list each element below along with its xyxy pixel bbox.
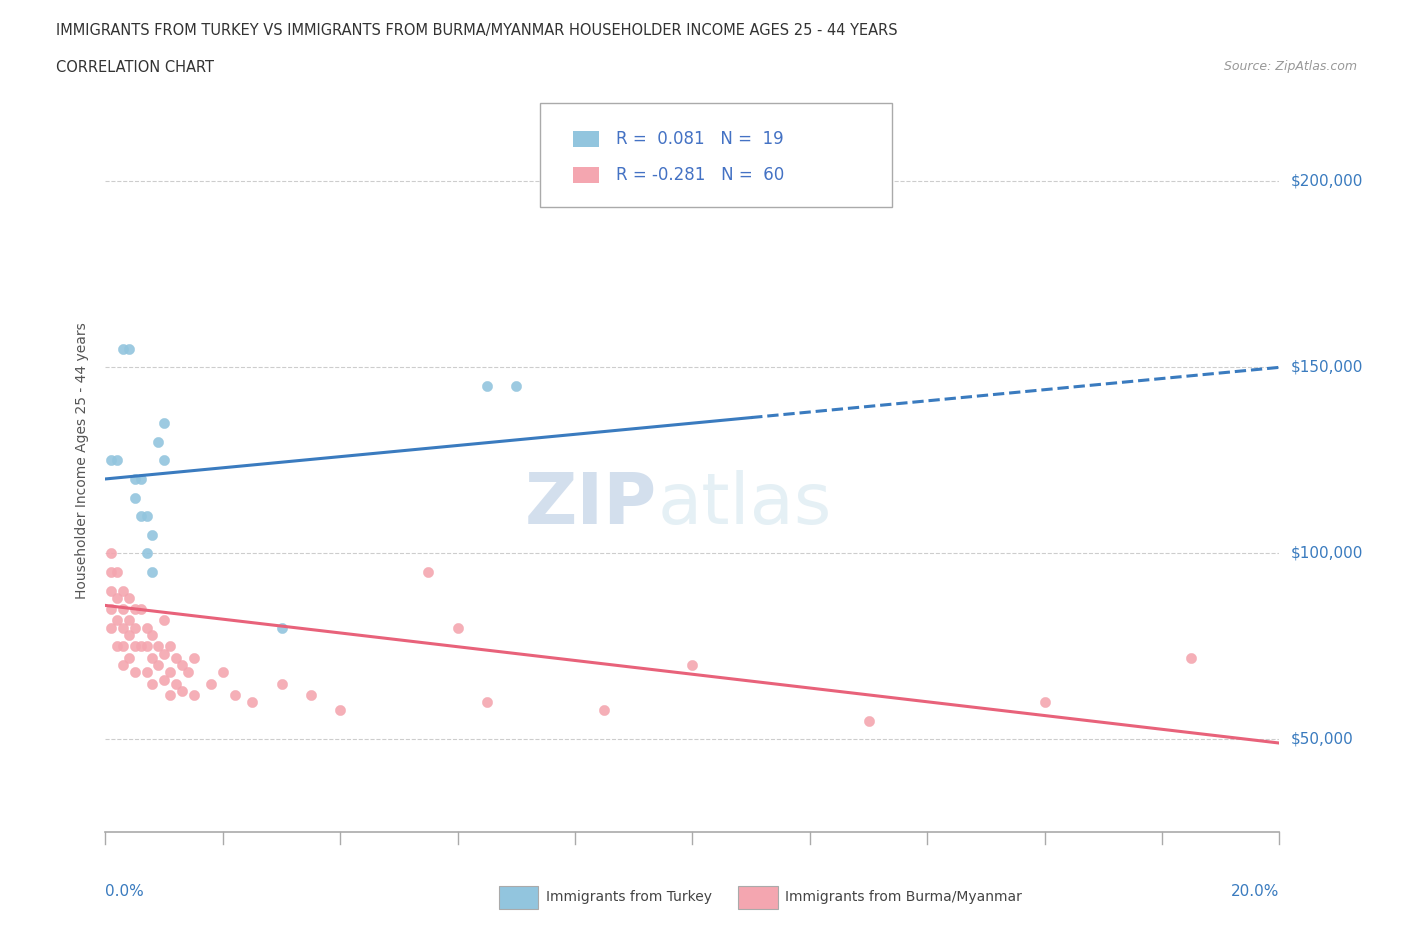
Point [105,453,128,468]
Point [100,565,122,579]
Point [153,453,176,468]
Point [475,379,498,393]
Point [153,646,176,661]
Point [224,687,246,702]
Point [112,658,135,672]
Point [1033,695,1056,710]
Text: R = -0.281   N =  60: R = -0.281 N = 60 [616,166,785,184]
Y-axis label: Householder Income Ages 25 - 44 years: Householder Income Ages 25 - 44 years [76,322,90,599]
Point [153,416,176,431]
Point [118,613,141,628]
Point [170,684,193,698]
Point [112,583,135,598]
Text: Immigrants from Burma/Myanmar: Immigrants from Burma/Myanmar [785,890,1021,905]
Point [159,687,181,702]
Point [141,527,163,542]
Text: ZIP: ZIP [524,471,657,539]
Point [129,509,152,524]
Text: Source: ZipAtlas.com: Source: ZipAtlas.com [1223,60,1357,73]
Point [118,650,141,665]
Text: atlas: atlas [657,471,831,539]
Point [124,472,146,486]
Text: $150,000: $150,000 [1291,360,1364,375]
Point [129,472,152,486]
Point [105,565,128,579]
Point [153,672,176,687]
Point [124,602,146,617]
Point [240,695,263,710]
Point [112,639,135,654]
Point [141,628,163,643]
Point [200,676,222,691]
Point [112,341,135,356]
Point [165,650,187,665]
Point [270,620,292,635]
Text: 20.0%: 20.0% [1232,884,1279,899]
Point [112,620,135,635]
Point [148,658,170,672]
Text: $100,000: $100,000 [1291,546,1364,561]
Text: IMMIGRANTS FROM TURKEY VS IMMIGRANTS FROM BURMA/MYANMAR HOUSEHOLDER INCOME AGES : IMMIGRANTS FROM TURKEY VS IMMIGRANTS FRO… [56,23,898,38]
Point [105,613,128,628]
FancyBboxPatch shape [572,166,599,183]
Point [740,118,762,133]
Point [100,453,122,468]
Point [858,713,880,728]
Point [593,702,616,717]
Point [124,620,146,635]
Point [135,509,157,524]
Point [100,546,122,561]
FancyBboxPatch shape [572,131,599,148]
Point [124,490,146,505]
Point [141,650,163,665]
Point [446,620,468,635]
Point [159,639,181,654]
Point [100,620,122,635]
Point [418,565,440,579]
Point [141,565,163,579]
Point [118,628,141,643]
Point [176,665,198,680]
Text: R =  0.081   N =  19: R = 0.081 N = 19 [616,130,783,148]
Point [170,658,193,672]
Point [505,379,527,393]
Point [159,665,181,680]
FancyBboxPatch shape [540,103,891,207]
Point [105,639,128,654]
Point [165,676,187,691]
Point [1180,650,1202,665]
Point [118,341,141,356]
Point [124,639,146,654]
Point [183,687,205,702]
Point [682,658,704,672]
Point [211,665,233,680]
Point [299,687,322,702]
Point [475,695,498,710]
Point [153,613,176,628]
Text: 0.0%: 0.0% [105,884,145,899]
Point [124,665,146,680]
Point [135,665,157,680]
Point [135,546,157,561]
Point [141,676,163,691]
Point [112,602,135,617]
Point [135,620,157,635]
Point [129,639,152,654]
Point [329,702,352,717]
Text: $200,000: $200,000 [1291,174,1364,189]
Point [270,676,292,691]
Point [135,639,157,654]
Point [183,650,205,665]
Point [100,583,122,598]
Point [148,434,170,449]
Point [105,591,128,605]
Point [118,591,141,605]
Point [100,602,122,617]
Point [129,602,152,617]
Point [148,639,170,654]
Text: $50,000: $50,000 [1291,732,1354,747]
Text: CORRELATION CHART: CORRELATION CHART [56,60,214,75]
Text: Immigrants from Turkey: Immigrants from Turkey [546,890,711,905]
